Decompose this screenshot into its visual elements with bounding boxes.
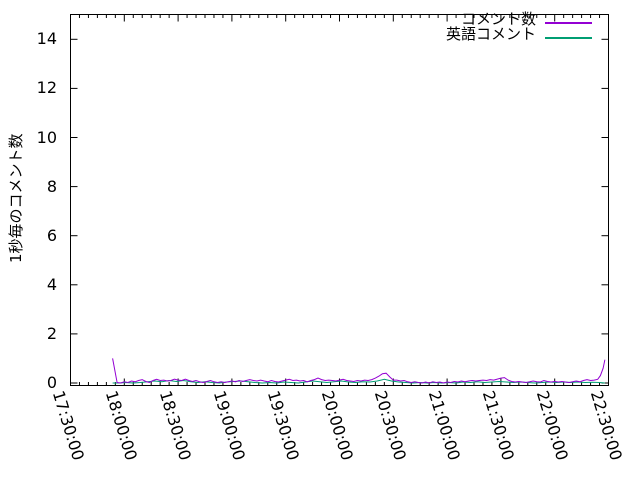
- y-tick-label: 0: [46, 373, 57, 392]
- y-tick-label: 8: [46, 176, 57, 196]
- y-tick-label: 4: [46, 274, 57, 294]
- y-tick-label: 2: [46, 323, 57, 343]
- series-line-コメント数: [112, 358, 606, 384]
- legend-row-english-comments: 英語コメント: [400, 27, 592, 42]
- y-tick-label: 10: [36, 127, 57, 147]
- legend-row-comments: コメント数: [400, 12, 592, 27]
- legend-line-comments-icon: [545, 21, 592, 24]
- plot-frame: [70, 14, 609, 386]
- legend-line-english-comments-icon: [545, 36, 592, 39]
- y-tick-label: 12: [36, 78, 57, 98]
- y-tick-label: 14: [36, 29, 57, 49]
- legend: コメント数 英語コメント: [400, 12, 592, 42]
- legend-label-comments: コメント数: [460, 10, 536, 28]
- y-tick-label: 6: [46, 225, 57, 245]
- legend-label-english-comments: 英語コメント: [445, 25, 536, 43]
